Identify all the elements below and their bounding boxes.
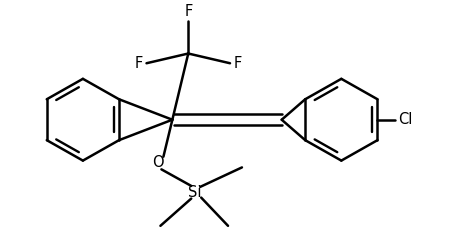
- Text: F: F: [184, 4, 192, 20]
- Text: Si: Si: [188, 185, 201, 200]
- Text: F: F: [233, 56, 242, 71]
- Text: O: O: [151, 155, 163, 170]
- Text: Cl: Cl: [398, 112, 412, 127]
- Text: F: F: [134, 56, 142, 71]
